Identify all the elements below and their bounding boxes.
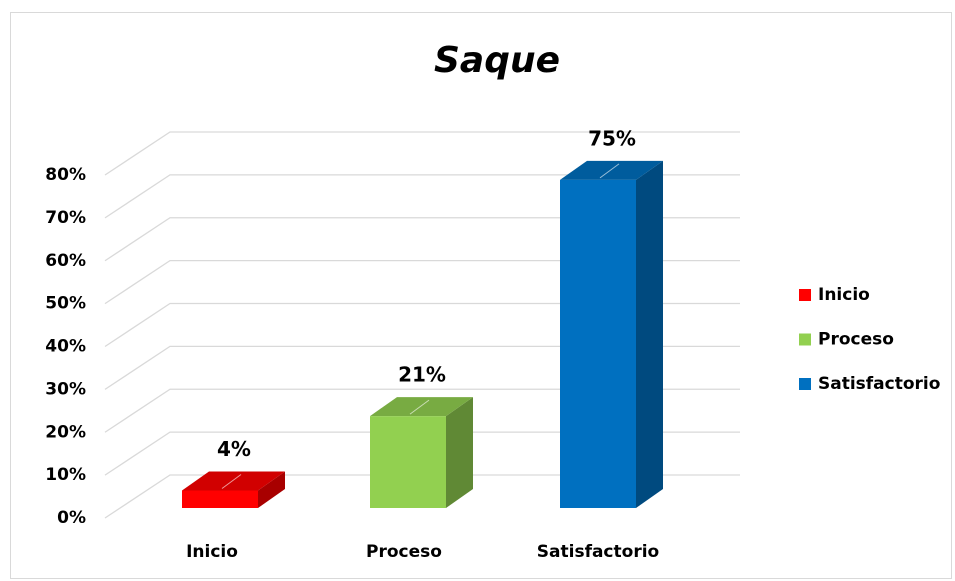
bar-side: [636, 160, 663, 508]
x-tick-label: Satisfactorio: [537, 542, 659, 562]
legend-label: Proceso: [818, 330, 894, 350]
bar-top: [370, 397, 473, 417]
bar-top-highlight: [599, 163, 620, 179]
bar: [560, 160, 663, 508]
bar: [370, 397, 473, 508]
x-tick-label: Proceso: [366, 542, 442, 562]
bar-side: [446, 397, 473, 508]
bar-front: [370, 416, 446, 508]
legend-swatch: [799, 333, 811, 346]
grid-line: [104, 174, 740, 219]
y-tick-label: 30%: [45, 379, 86, 399]
bar-top: [560, 160, 663, 180]
y-tick-label: 50%: [45, 294, 86, 314]
value-label: 4%: [217, 437, 251, 461]
legend-swatch: [799, 289, 811, 301]
grid-line: [104, 259, 740, 305]
y-tick-label: 70%: [45, 208, 86, 228]
grid-line: [104, 474, 740, 519]
bar: [182, 471, 285, 508]
grid-line: [104, 345, 740, 390]
y-tick-label: 20%: [45, 422, 86, 442]
bar-top-highlight: [409, 399, 430, 415]
bar-top-highlight: [221, 474, 242, 489]
y-tick-label: 80%: [45, 165, 86, 185]
y-tick-label: 60%: [45, 251, 86, 271]
legend-label: Inicio: [818, 285, 870, 305]
grid-line: [104, 431, 740, 476]
value-label: 21%: [398, 363, 446, 387]
legend-label: Satisfactorio: [818, 374, 940, 394]
bar-front: [182, 490, 258, 508]
grid-line: [104, 388, 740, 433]
bar-top: [182, 471, 285, 491]
y-tick-label: 10%: [45, 465, 86, 485]
grid-line: [104, 217, 740, 262]
y-tick-label: 0%: [57, 508, 86, 528]
chart-title: Saque: [434, 40, 560, 81]
y-tick-label: 40%: [45, 337, 86, 357]
legend-swatch: [799, 378, 811, 390]
grid-line: [104, 131, 740, 176]
grid-line: [104, 302, 740, 348]
x-tick-label: Inicio: [186, 542, 238, 562]
chart-border: [10, 12, 952, 579]
bar-side: [258, 471, 285, 508]
value-label: 75%: [588, 126, 636, 150]
bar-front: [560, 179, 636, 508]
